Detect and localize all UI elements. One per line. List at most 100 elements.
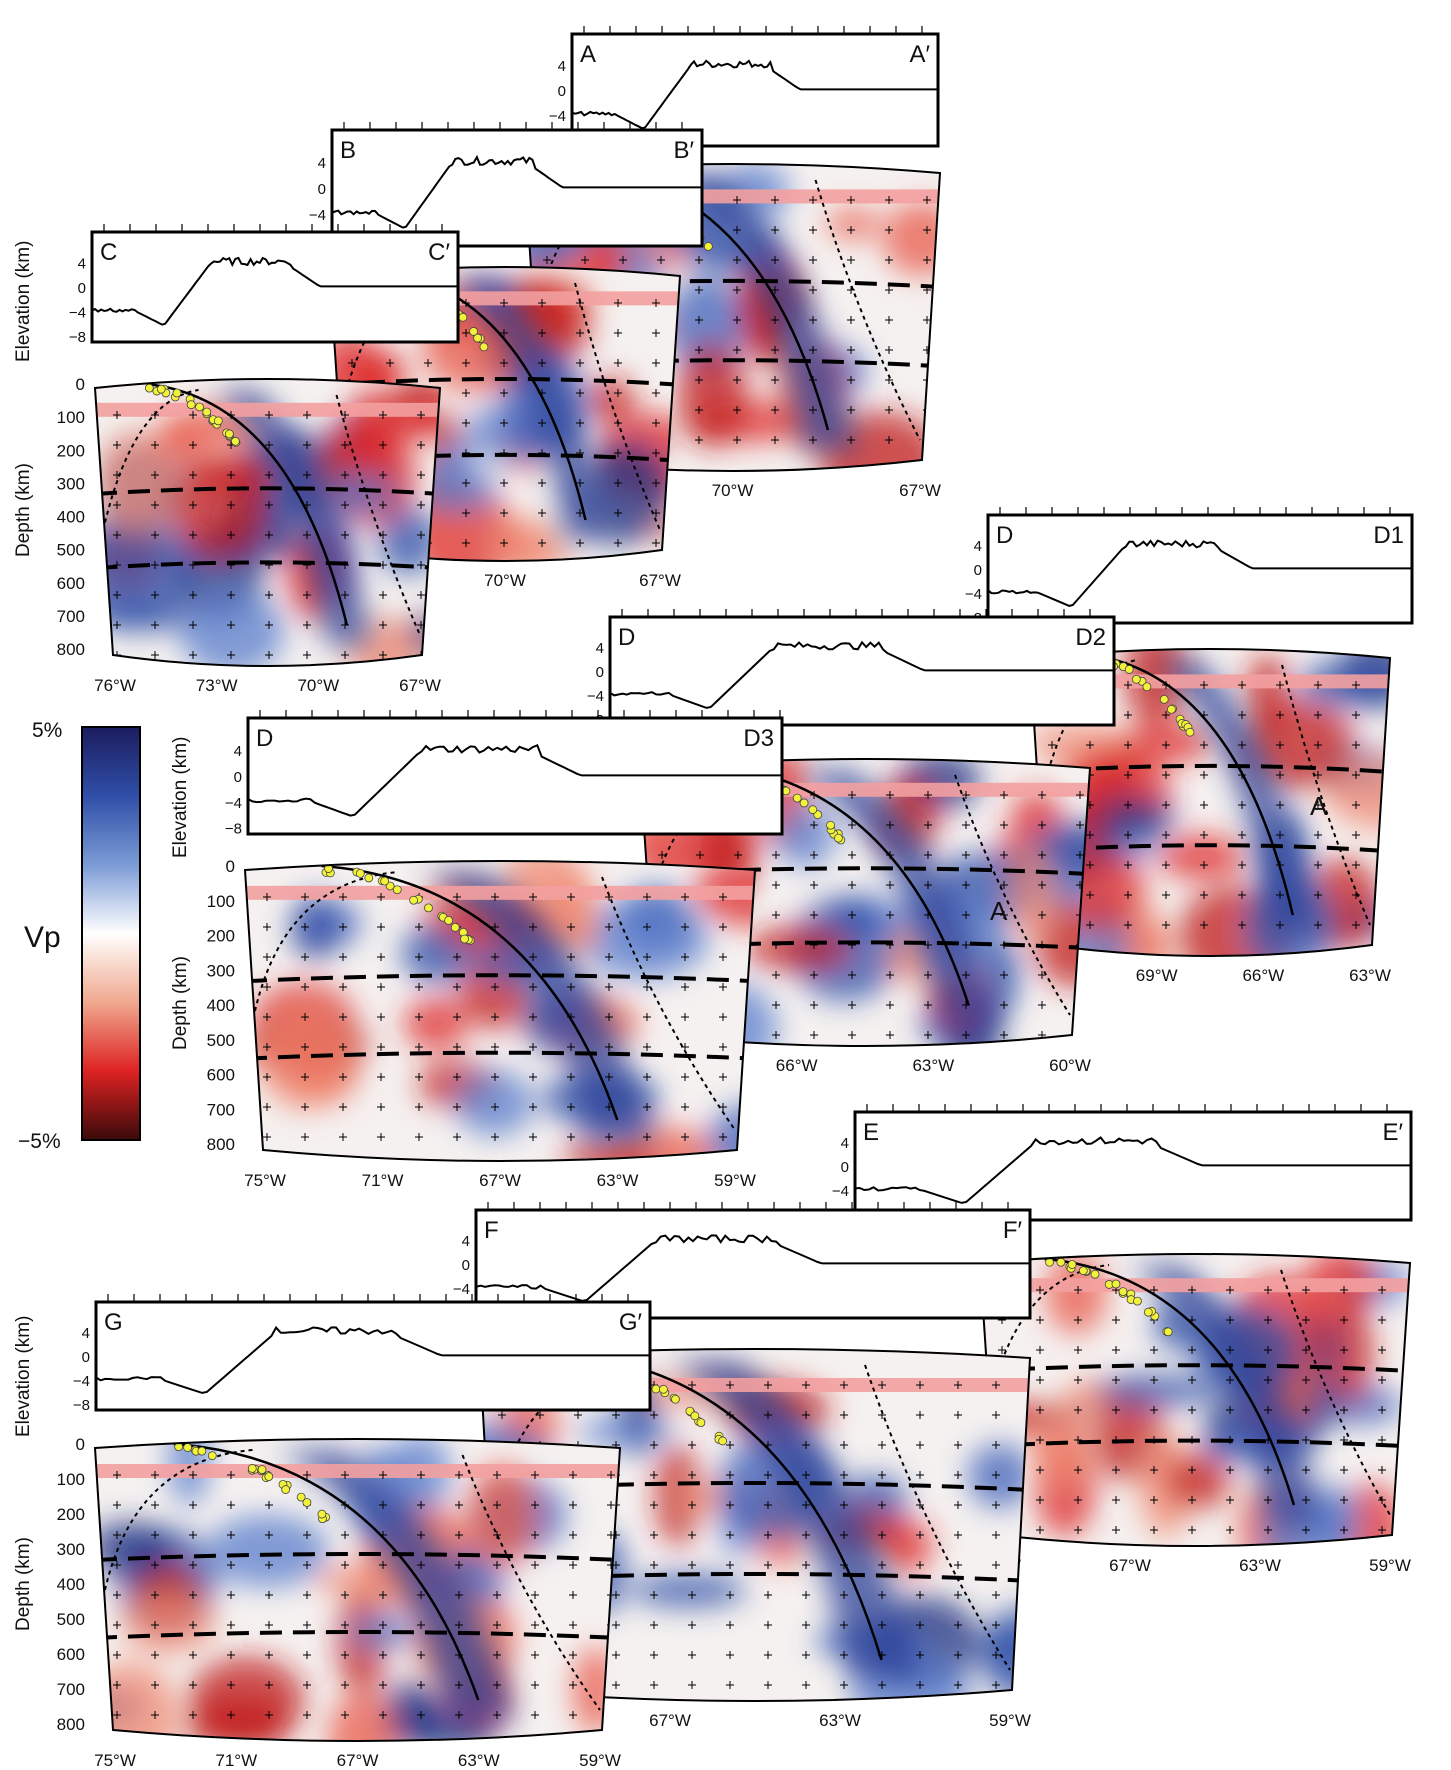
grid-cross: [1276, 771, 1284, 779]
grid-cross: [265, 441, 273, 449]
grid-cross: [771, 436, 779, 444]
longitude-tick-label: 67°W: [479, 1171, 521, 1190]
grid-cross: [916, 1501, 924, 1509]
grid-cross: [643, 1013, 651, 1021]
profile-end-label: D2: [1075, 624, 1106, 651]
grid-cross: [1124, 771, 1132, 779]
earthquake: [296, 1492, 306, 1502]
grid-cross: [227, 561, 235, 569]
grid-cross: [417, 1561, 425, 1569]
grid-cross: [265, 1621, 273, 1629]
grid-cross: [1074, 1406, 1082, 1414]
grid-cross: [916, 1621, 924, 1629]
grid-cross: [379, 1471, 387, 1479]
grid-cross: [612, 1591, 620, 1599]
resolution-crosses: [113, 1471, 615, 1719]
grid-cross: [455, 1711, 463, 1719]
grid-cross: [341, 1621, 349, 1629]
grid-cross: [151, 651, 159, 659]
discontinuity-660: [95, 560, 440, 571]
grid-cross: [688, 1561, 696, 1569]
grid-cross: [415, 983, 423, 991]
earthquake: [392, 885, 402, 895]
grid-cross: [1112, 1406, 1120, 1414]
grid-cross: [151, 1531, 159, 1539]
top-ticks: [621, 609, 1091, 617]
grid-cross: [695, 286, 703, 294]
y-label-depth-g: Depth (km): [13, 1537, 34, 1631]
grid-cross: [1264, 1286, 1272, 1294]
grid-cross: [1264, 1346, 1272, 1354]
grid-cross: [1150, 1496, 1158, 1504]
grid-cross: [612, 1411, 620, 1419]
grid-cross: [962, 941, 970, 949]
grid-cross: [303, 471, 311, 479]
grid-cross: [1226, 1496, 1234, 1504]
grid-cross: [189, 591, 197, 599]
grid-cross: [567, 923, 575, 931]
grid-cross: [113, 531, 121, 539]
grid-cross: [885, 436, 893, 444]
grid-cross: [772, 941, 780, 949]
grid-cross: [415, 1103, 423, 1111]
grid-cross: [567, 1043, 575, 1051]
grid-cross: [809, 346, 817, 354]
grid-cross: [151, 1591, 159, 1599]
elevation-tick-label: −4: [309, 207, 326, 224]
grid-cross: [652, 479, 660, 487]
section-frame: [93, 1438, 622, 1742]
grid-cross: [614, 389, 622, 397]
grid-cross: [607, 1501, 615, 1509]
grid-cross: [688, 1621, 696, 1629]
grid-cross: [1200, 861, 1208, 869]
grid-cross: [574, 1411, 582, 1419]
tomography-section: 0 100 200 300 400 500 600 700 800 75°W 71°W 67°W 63°…: [57, 1435, 622, 1770]
resolution-boundary-right: [1281, 664, 1371, 926]
grid-cross: [1200, 711, 1208, 719]
grid-cross: [1150, 1376, 1158, 1384]
grid-cross: [1112, 1316, 1120, 1324]
grid-cross: [455, 1531, 463, 1539]
grid-cross: [1150, 1466, 1158, 1474]
discontinuity-410: [95, 486, 440, 496]
grid-cross: [764, 1651, 772, 1659]
top-ticks: [999, 507, 1391, 515]
section-frame: [978, 1253, 1412, 1547]
grid-cross: [341, 591, 349, 599]
grid-cross: [303, 531, 311, 539]
grid-cross: [1302, 1496, 1310, 1504]
grid-cross: [992, 1471, 1000, 1479]
grid-cross: [1188, 1496, 1196, 1504]
grid-cross: [695, 316, 703, 324]
grid-cross: [847, 196, 855, 204]
grid-cross: [529, 1013, 537, 1021]
grid-cross: [840, 1681, 848, 1689]
grid-cross: [924, 1001, 932, 1009]
fast-anomaly: [580, 897, 709, 980]
grid-cross: [1000, 881, 1008, 889]
grid-cross: [810, 791, 818, 799]
depth-tick-label: 0: [76, 375, 85, 394]
grid-cross: [1340, 1286, 1348, 1294]
grid-cross: [962, 1001, 970, 1009]
grid-cross: [619, 256, 627, 264]
grid-cross: [681, 1133, 689, 1141]
grid-cross: [886, 941, 894, 949]
slab-anomaly: [1130, 1265, 1324, 1525]
grid-cross: [916, 1471, 924, 1479]
slab-anomaly: [278, 1450, 515, 1720]
grid-cross: [263, 1133, 271, 1141]
grid-cross: [1162, 681, 1170, 689]
grid-cross: [379, 1531, 387, 1539]
earthquake: [826, 820, 835, 830]
grid-cross: [538, 449, 546, 457]
earthquake: [264, 1472, 274, 1481]
grid-cross: [1086, 831, 1094, 839]
grid-cross: [1352, 801, 1360, 809]
longitude-tick-label: 75°W: [94, 1751, 136, 1770]
grid-cross: [681, 1043, 689, 1051]
fast-anomaly: [168, 1439, 210, 1506]
grid-cross: [227, 1501, 235, 1509]
grid-cross: [607, 1711, 615, 1719]
grid-cross: [303, 1561, 311, 1569]
